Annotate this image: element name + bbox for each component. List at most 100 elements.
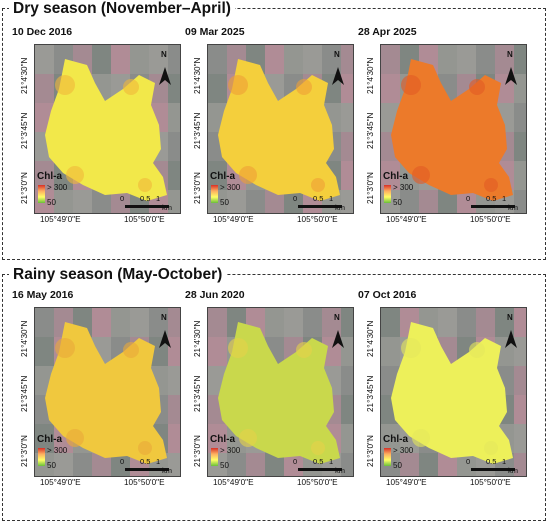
background-land-tile — [514, 190, 526, 213]
background-land-tile — [168, 424, 180, 453]
background-land-tile — [54, 453, 73, 476]
background-land-tile — [73, 190, 92, 213]
legend-max-label: > 300 — [393, 183, 414, 192]
chl-a-colorbar — [384, 448, 391, 466]
latitude-label: 21°4'30"N — [193, 320, 202, 357]
background-land-tile — [381, 45, 400, 74]
latitude-label: 21°3'45"N — [20, 375, 29, 412]
background-land-tile — [168, 45, 180, 74]
background-land-tile — [168, 395, 180, 424]
scale-unit-label: km — [335, 203, 345, 212]
background-land-tile — [341, 103, 353, 132]
latitude-label: 21°3'0"N — [20, 172, 29, 204]
background-land-tile — [341, 74, 353, 103]
legend-min-label: 50 — [47, 461, 56, 470]
background-land-tile — [303, 308, 322, 337]
latitude-label: 21°4'30"N — [20, 320, 29, 357]
background-land-tile — [419, 453, 438, 476]
scale-end-label: 1 — [329, 194, 334, 203]
background-land-tile — [168, 308, 180, 337]
chl-a-patch — [55, 75, 75, 95]
north-arrow-icon — [332, 67, 344, 85]
panel-date: 09 Mar 2025 — [185, 26, 245, 38]
scale-end-label: 1 — [156, 194, 161, 203]
latitude-label: 21°4'30"N — [20, 57, 29, 94]
north-label: N — [334, 313, 340, 322]
background-land-tile — [35, 45, 54, 74]
lake-water-body — [45, 59, 167, 201]
chl-a-colorbar — [211, 448, 218, 466]
background-land-tile — [208, 45, 227, 74]
legend-min-label: 50 — [47, 198, 56, 207]
longitude-label: 105°50'0"E — [124, 478, 165, 487]
background-land-tile — [208, 161, 227, 190]
chl-a-colorbar — [211, 185, 218, 203]
background-land-tile — [514, 308, 526, 337]
chl-a-patch — [484, 178, 498, 192]
background-land-tile — [341, 308, 353, 337]
longitude-label: 105°50'0"E — [297, 478, 338, 487]
lake-map-svg — [35, 45, 180, 213]
chl-a-patch — [469, 79, 485, 95]
scale-start-label: 0 — [293, 194, 298, 203]
lake-map-svg — [381, 45, 526, 213]
panel-date: 16 May 2016 — [12, 289, 74, 301]
north-arrow-icon — [159, 330, 171, 348]
background-land-tile — [438, 308, 457, 337]
scale-unit-label: km — [162, 466, 172, 475]
background-land-tile — [168, 366, 180, 395]
latitude-label: 21°4'30"N — [193, 57, 202, 94]
background-land-tile — [381, 74, 400, 103]
legend-title: Chl-a — [37, 171, 62, 182]
background-land-tile — [514, 337, 526, 366]
panel-date: 28 Jun 2020 — [185, 289, 245, 301]
satellite-map-panel — [207, 307, 354, 477]
background-land-tile — [514, 453, 526, 476]
latitude-label: 21°4'30"N — [366, 57, 375, 94]
background-land-tile — [476, 45, 495, 74]
satellite-map-panel — [380, 307, 527, 477]
lake-water-body — [218, 322, 340, 464]
background-land-tile — [92, 453, 111, 476]
background-land-tile — [265, 45, 284, 74]
background-land-tile — [514, 132, 526, 161]
latitude-label: 21°3'0"N — [366, 172, 375, 204]
latitude-label: 21°3'45"N — [193, 112, 202, 149]
latitude-label: 21°3'0"N — [193, 172, 202, 204]
background-land-tile — [514, 366, 526, 395]
chl-a-patch — [228, 75, 248, 95]
background-land-tile — [514, 103, 526, 132]
legend-title: Chl-a — [383, 434, 408, 445]
background-land-tile — [419, 190, 438, 213]
legend-title: Chl-a — [210, 434, 235, 445]
background-land-tile — [54, 190, 73, 213]
scale-end-label: 1 — [502, 194, 507, 203]
background-land-tile — [495, 308, 514, 337]
legend-max-label: > 300 — [220, 183, 241, 192]
longitude-label: 105°50'0"E — [297, 215, 338, 224]
background-land-tile — [438, 453, 457, 476]
background-land-tile — [92, 45, 111, 74]
satellite-map-panel — [34, 44, 181, 214]
background-land-tile — [322, 308, 341, 337]
background-land-tile — [514, 395, 526, 424]
scale-start-label: 0 — [466, 457, 471, 466]
background-land-tile — [208, 74, 227, 103]
north-label: N — [161, 313, 167, 322]
background-land-tile — [495, 45, 514, 74]
background-land-tile — [168, 337, 180, 366]
background-land-tile — [35, 337, 54, 366]
scale-end-label: 1 — [329, 457, 334, 466]
legend-min-label: 50 — [393, 461, 402, 470]
chl-a-patch — [55, 338, 75, 358]
latitude-label: 21°3'45"N — [366, 375, 375, 412]
background-land-tile — [457, 45, 476, 74]
background-land-tile — [438, 45, 457, 74]
scale-unit-label: km — [335, 466, 345, 475]
latitude-label: 21°4'30"N — [366, 320, 375, 357]
legend-min-label: 50 — [220, 198, 229, 207]
background-land-tile — [168, 453, 180, 476]
background-land-tile — [168, 74, 180, 103]
legend-max-label: > 300 — [47, 183, 68, 192]
chl-a-patch — [484, 441, 498, 455]
